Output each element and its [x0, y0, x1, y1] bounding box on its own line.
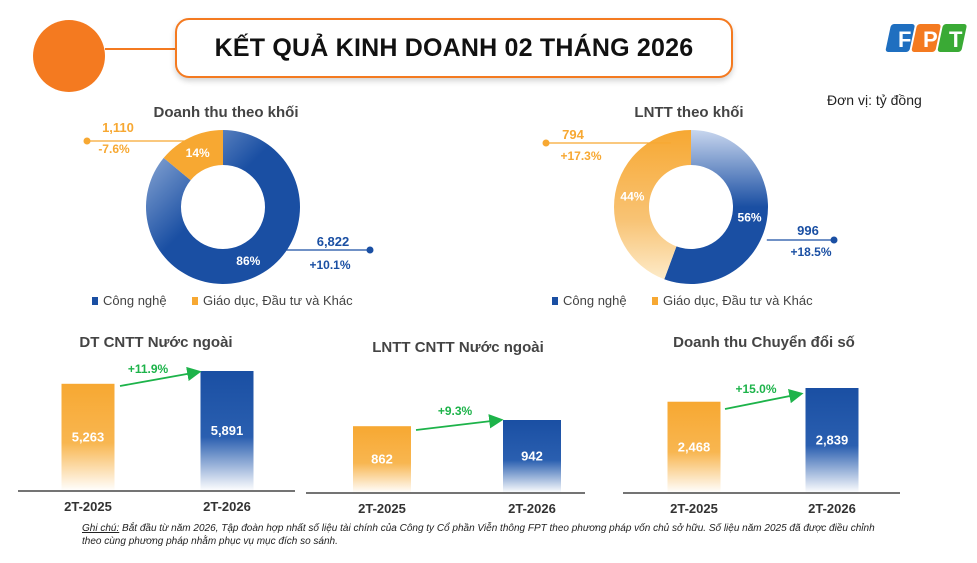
charts-canvas: Doanh thu theo khối 86% 14% 6,822 +10.1% 1,11…: [18, 104, 900, 516]
bar2-bar-1: [353, 426, 411, 493]
bar2-category-label-1: 2T-2025: [358, 501, 406, 516]
bar2-growth-label: +9.3%: [438, 404, 473, 418]
svg-text:P: P: [923, 27, 938, 52]
donut1-share-label-2: 14%: [186, 146, 210, 160]
bar3-growth-arrow: [724, 389, 804, 410]
footnote-label: Ghi chú:: [82, 523, 120, 534]
donut2-legend-label-2: Giáo dục, Đầu tư và Khác: [663, 293, 813, 308]
donut2-slice-2: [614, 130, 691, 280]
donut1-callout-value-2: 1,110: [102, 120, 134, 135]
unit-label: Đơn vị: tỷ đồng: [827, 92, 922, 108]
title-connector-line: [105, 48, 175, 50]
donut1-share-label-1: 86%: [236, 254, 260, 268]
bar1-growth-arrow: [119, 366, 202, 387]
donut2-share-label-1: 56%: [738, 210, 762, 224]
donut1-title: Doanh thu theo khối: [154, 104, 299, 121]
title-box: KẾT QUẢ KINH DOANH 02 THÁNG 2026: [175, 18, 733, 78]
donut1-slice-1: [145, 130, 300, 284]
bar3-category-label-2: 2T-2026: [808, 501, 856, 516]
donut1-legend-label-2: Giáo dục, Đầu tư và Khác: [203, 293, 353, 308]
donut1-callout-growth-2: -7.6%: [98, 142, 130, 156]
donut1-slice-2: [163, 130, 223, 181]
bar2-title: LNTT CNTT Nước ngoài: [372, 339, 544, 356]
donut1-legend-swatch-2: [192, 297, 198, 305]
donut2-callout-value-1: 996: [797, 223, 819, 238]
donut2-callout-growth-1: +18.5%: [790, 245, 831, 259]
donut2-callout-dot-1: [830, 236, 838, 244]
donut2-legend-label-1: Công nghệ: [563, 293, 627, 308]
bar1-bar-2: [200, 371, 254, 491]
donut2-callout-dot-2: [542, 139, 550, 147]
footnote-text: Bắt đầu từ năm 2026, Tập đoàn hợp nhất s…: [82, 523, 875, 547]
donut1-legend-label-1: Công nghệ: [103, 293, 167, 308]
footnote: Ghi chú: Bắt đầu từ năm 2026, Tập đoàn h…: [82, 522, 882, 548]
bar3-bar-1: [667, 401, 721, 493]
bar2-category-label-2: 2T-2026: [508, 501, 556, 516]
bar3-growth-label: +15.0%: [735, 382, 776, 396]
page-title: KẾT QUẢ KINH DOANH 02 THÁNG 2026: [214, 33, 694, 62]
bar1-category-label-2: 2T-2026: [203, 499, 251, 514]
bar1-growth-label: +11.9%: [128, 362, 169, 376]
donut1-callout-dot-2: [83, 137, 91, 145]
bar2-value-label-2: 942: [521, 449, 543, 464]
donut2-legend-swatch-1: [552, 297, 558, 305]
donut1-callout-dot-1: [366, 246, 374, 254]
bar2-bar-2: [503, 420, 561, 493]
donut2-title: LNTT theo khối: [634, 104, 743, 121]
bar1-bar-1: [61, 383, 115, 491]
bar2-value-label-1: 862: [371, 452, 393, 467]
bar1-value-label-1: 5,263: [72, 429, 105, 444]
donut2-callout-value-2: 794: [562, 127, 584, 142]
bar2-growth-arrow: [415, 414, 504, 431]
donut1-callout-value-1: 6,822: [317, 234, 350, 249]
bar1-value-label-2: 5,891: [211, 423, 244, 438]
bar1-category-label-1: 2T-2025: [64, 499, 112, 514]
svg-text:T: T: [949, 27, 963, 52]
bar3-bar-2: [805, 388, 859, 493]
fpt-logo: F P T: [885, 24, 967, 52]
bar3-category-label-1: 2T-2025: [670, 501, 718, 516]
bar1-title: DT CNTT Nước ngoài: [79, 334, 232, 351]
decorative-orange-circle: [33, 20, 105, 92]
bar3-value-label-1: 2,468: [678, 439, 711, 454]
svg-text:F: F: [898, 27, 911, 52]
donut2-legend-swatch-2: [652, 297, 658, 305]
donut1-legend-swatch-1: [92, 297, 98, 305]
donut1-callout-growth-1: +10.1%: [309, 258, 350, 272]
donut2-share-label-2: 44%: [620, 190, 644, 204]
bar3-title: Doanh thu Chuyển đổi số: [673, 334, 855, 351]
donut2-callout-growth-2: +17.3%: [560, 149, 601, 163]
donut2-slice-1: [664, 130, 769, 285]
bar3-value-label-2: 2,839: [816, 433, 849, 448]
